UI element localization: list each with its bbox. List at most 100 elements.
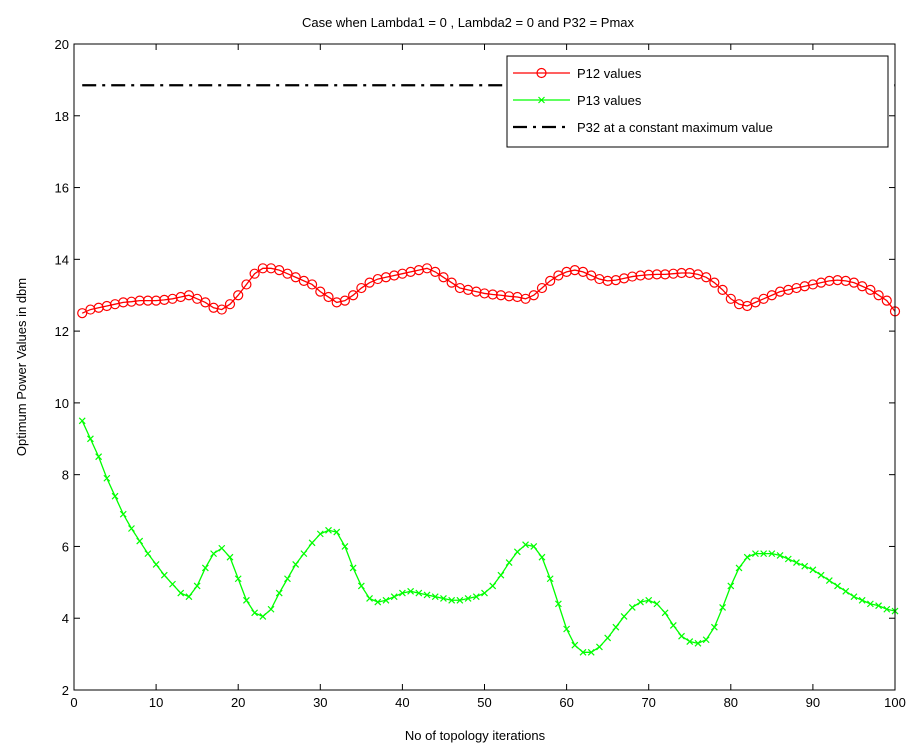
data-point bbox=[366, 595, 373, 602]
data-point bbox=[259, 613, 267, 620]
x-tick-label: 90 bbox=[806, 695, 820, 710]
data-point bbox=[701, 272, 712, 283]
data-point bbox=[333, 528, 341, 536]
data-point bbox=[201, 564, 209, 572]
data-point bbox=[504, 291, 515, 302]
legend: P12 values P13 values P32 at a constant ma… bbox=[506, 55, 889, 148]
data-point bbox=[875, 602, 883, 610]
legend-label: P12 values bbox=[577, 66, 642, 81]
data-point bbox=[727, 582, 735, 590]
data-point bbox=[545, 275, 556, 286]
data-point bbox=[495, 290, 507, 301]
data-point bbox=[596, 643, 603, 651]
data-point bbox=[832, 275, 843, 286]
data-point bbox=[857, 281, 868, 292]
data-point bbox=[694, 639, 702, 647]
data-point bbox=[587, 648, 595, 656]
y-tick-label: 12 bbox=[55, 324, 69, 339]
data-point bbox=[842, 587, 850, 595]
data-point bbox=[881, 295, 892, 306]
data-point bbox=[776, 551, 784, 559]
data-point bbox=[817, 571, 825, 579]
data-point bbox=[200, 297, 211, 308]
data-point bbox=[554, 600, 562, 608]
data-point bbox=[415, 589, 423, 597]
data-point bbox=[103, 474, 111, 482]
data-point bbox=[226, 553, 234, 561]
data-point bbox=[78, 417, 86, 425]
y-tick-label: 6 bbox=[62, 539, 69, 554]
x-tick-label: 10 bbox=[149, 695, 163, 710]
data-point bbox=[111, 492, 119, 500]
data-point bbox=[553, 270, 564, 281]
data-point bbox=[119, 510, 127, 518]
data-point bbox=[793, 559, 800, 567]
series-line-p13-values bbox=[81, 420, 896, 653]
data-point bbox=[472, 593, 480, 601]
data-point bbox=[801, 562, 809, 570]
data-point bbox=[528, 290, 539, 301]
data-point bbox=[456, 596, 464, 604]
y-tick-label: 16 bbox=[55, 181, 69, 196]
data-point bbox=[579, 648, 587, 656]
data-point bbox=[742, 300, 753, 312]
data-point bbox=[678, 632, 685, 640]
x-axis-label: No of topology iterations bbox=[405, 728, 546, 743]
data-point bbox=[218, 544, 226, 552]
y-tick-label: 8 bbox=[62, 468, 69, 483]
data-point bbox=[643, 269, 654, 280]
y-tick-label: 20 bbox=[55, 37, 69, 52]
data-point bbox=[825, 577, 833, 584]
data-point bbox=[479, 288, 490, 299]
data-point bbox=[323, 291, 334, 303]
legend-label: P32 at a constant maximum value bbox=[577, 120, 773, 135]
data-point bbox=[743, 553, 751, 561]
data-point bbox=[95, 453, 103, 461]
data-point bbox=[233, 290, 244, 301]
y-tick-label: 14 bbox=[55, 252, 69, 267]
y-axis-label: Optimum Power Values in dbm bbox=[14, 278, 29, 456]
data-point bbox=[686, 638, 694, 645]
data-point bbox=[481, 589, 488, 597]
data-point bbox=[858, 596, 866, 604]
x-tick-label: 0 bbox=[70, 695, 77, 710]
data-point bbox=[612, 623, 620, 631]
data-point bbox=[134, 295, 145, 306]
data-point bbox=[669, 621, 677, 629]
data-point bbox=[364, 277, 375, 288]
x-tick-label: 60 bbox=[559, 695, 573, 710]
data-point bbox=[653, 600, 661, 608]
data-point bbox=[234, 575, 242, 583]
data-point bbox=[873, 290, 884, 301]
data-point bbox=[760, 550, 768, 558]
data-point bbox=[520, 293, 531, 304]
data-point bbox=[151, 295, 162, 306]
data-point bbox=[440, 595, 447, 602]
data-point bbox=[865, 284, 876, 295]
data-point bbox=[298, 275, 309, 286]
data-point bbox=[635, 270, 646, 281]
legend-marker bbox=[536, 67, 547, 79]
data-point bbox=[374, 598, 382, 606]
data-point bbox=[292, 560, 300, 568]
data-point bbox=[702, 636, 710, 644]
data-point bbox=[497, 571, 505, 579]
data-point bbox=[637, 598, 644, 606]
data-point bbox=[834, 582, 841, 590]
data-point bbox=[242, 596, 250, 604]
data-point bbox=[645, 596, 653, 604]
data-point bbox=[77, 308, 88, 319]
x-tick-label: 20 bbox=[231, 695, 245, 710]
data-point bbox=[216, 304, 227, 315]
data-point bbox=[709, 277, 720, 288]
data-point bbox=[661, 609, 669, 617]
data-point bbox=[183, 290, 195, 301]
data-point bbox=[241, 279, 252, 290]
data-point bbox=[563, 625, 571, 633]
series-p12-values bbox=[77, 263, 901, 319]
data-point bbox=[750, 297, 761, 308]
data-point bbox=[257, 263, 268, 274]
data-point bbox=[627, 271, 638, 282]
data-point bbox=[446, 277, 457, 288]
data-point bbox=[160, 571, 168, 579]
